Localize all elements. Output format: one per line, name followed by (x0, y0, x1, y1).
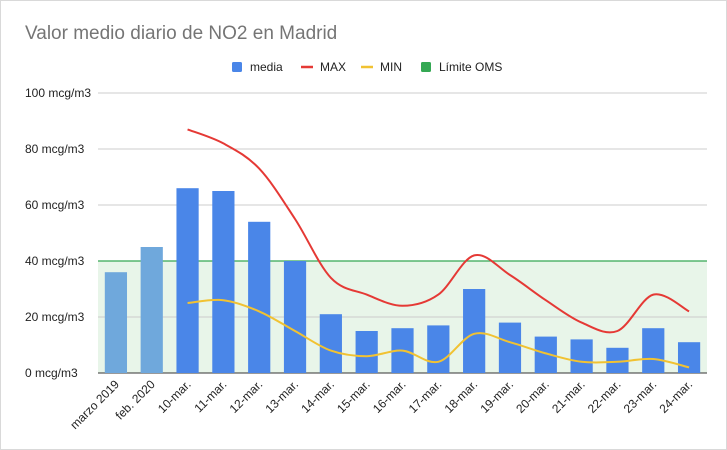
series-line-max (187, 128, 690, 334)
y-tick-label: 0 mcg/m3 (25, 366, 78, 380)
x-tick-label: 18-mar. (442, 377, 481, 416)
bar (140, 247, 163, 373)
x-tick-label: 16-mar. (370, 377, 409, 416)
x-tick-label: 24-mar. (657, 377, 696, 416)
y-tick-label: 20 mcg/m3 (25, 310, 85, 324)
chart-title: Valor medio diario de NO2 en Madrid (25, 23, 338, 44)
y-tick-label: 60 mcg/m3 (25, 198, 85, 212)
bar (319, 314, 342, 373)
x-tick-label: 12-mar. (227, 377, 266, 416)
bar (427, 325, 450, 373)
bar (534, 336, 557, 373)
x-tick-label: feb. 2020 (113, 377, 159, 423)
bar (212, 191, 235, 373)
legend-label: media (250, 60, 283, 74)
bar (248, 221, 271, 373)
bar (606, 347, 629, 373)
x-tick-label: 13-mar. (262, 377, 301, 416)
legend-label: Límite OMS (439, 60, 502, 74)
x-tick-label: 19-mar. (477, 377, 516, 416)
bar (283, 261, 307, 373)
bar (176, 188, 199, 373)
x-tick-label: 21-mar. (549, 377, 588, 416)
x-tick-label: 10-mar. (155, 377, 194, 416)
legend-swatch (232, 62, 242, 72)
x-tick-label: 14-mar. (298, 377, 337, 416)
x-tick-label: marzo 2019 (67, 377, 122, 432)
x-tick-label: 23-mar. (621, 377, 660, 416)
x-tick-label: 20-mar. (513, 377, 552, 416)
legend-label: MAX (320, 60, 346, 74)
bar (677, 342, 701, 373)
x-tick-label: 17-mar. (406, 377, 445, 416)
bar (570, 339, 593, 373)
legend-label: MIN (380, 60, 402, 74)
x-tick-label: 15-mar. (334, 377, 373, 416)
bar (463, 289, 486, 373)
x-tick-label: 11-mar. (191, 377, 229, 415)
bar (498, 322, 522, 373)
series-line-min (187, 298, 690, 369)
bar (104, 272, 128, 373)
bar (355, 331, 378, 373)
y-tick-label: 100 mcg/m3 (25, 86, 91, 100)
y-tick-label: 80 mcg/m3 (25, 142, 85, 156)
bar (642, 328, 665, 373)
y-tick-label: 40 mcg/m3 (25, 254, 85, 268)
x-tick-label: 22-mar. (585, 377, 624, 416)
legend-swatch (421, 62, 431, 72)
